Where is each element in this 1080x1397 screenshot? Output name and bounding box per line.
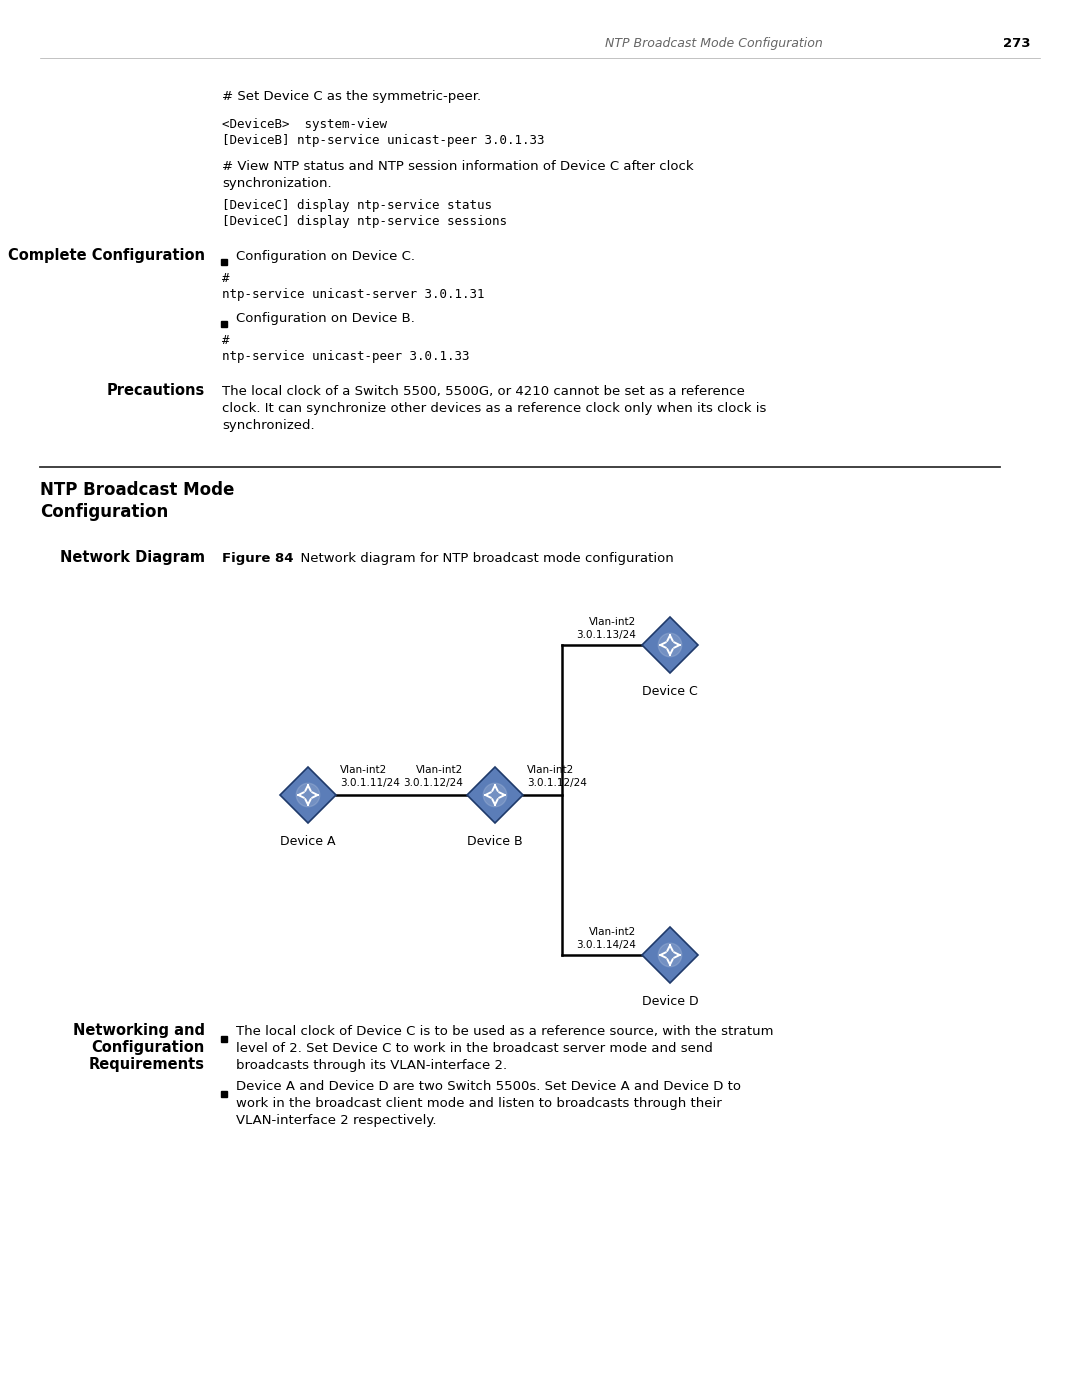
Text: synchronization.: synchronization. (222, 177, 332, 190)
Text: Figure 84: Figure 84 (222, 552, 294, 564)
Polygon shape (280, 767, 336, 823)
Text: # View NTP status and NTP session information of Device C after clock: # View NTP status and NTP session inform… (222, 161, 693, 173)
Circle shape (483, 784, 507, 806)
Text: Configuration on Device C.: Configuration on Device C. (237, 250, 415, 263)
Circle shape (296, 784, 320, 806)
Text: The local clock of a Switch 5500, 5500G, or 4210 cannot be set as a reference: The local clock of a Switch 5500, 5500G,… (222, 386, 745, 398)
Text: ntp-service unicast-peer 3.0.1.33: ntp-service unicast-peer 3.0.1.33 (222, 351, 470, 363)
Text: The local clock of Device C is to be used as a reference source, with the stratu: The local clock of Device C is to be use… (237, 1025, 773, 1038)
Text: NTP Broadcast Mode: NTP Broadcast Mode (40, 481, 234, 499)
Text: #: # (222, 334, 229, 346)
Text: Vlan-int2
3.0.1.13/24: Vlan-int2 3.0.1.13/24 (576, 617, 636, 640)
Text: Device A: Device A (280, 835, 336, 848)
Text: Configuration: Configuration (40, 503, 168, 521)
Text: NTP Broadcast Mode Configuration: NTP Broadcast Mode Configuration (605, 36, 823, 50)
Text: Network Diagram: Network Diagram (60, 550, 205, 564)
Text: # Set Device C as the symmetric-peer.: # Set Device C as the symmetric-peer. (222, 89, 481, 103)
Polygon shape (642, 617, 698, 673)
Text: Vlan-int2
3.0.1.12/24: Vlan-int2 3.0.1.12/24 (403, 766, 463, 788)
Text: Networking and: Networking and (73, 1023, 205, 1038)
Text: ntp-service unicast-server 3.0.1.31: ntp-service unicast-server 3.0.1.31 (222, 288, 485, 300)
Text: work in the broadcast client mode and listen to broadcasts through their: work in the broadcast client mode and li… (237, 1097, 721, 1111)
Text: [DeviceB] ntp-service unicast-peer 3.0.1.33: [DeviceB] ntp-service unicast-peer 3.0.1… (222, 134, 544, 147)
Polygon shape (642, 928, 698, 983)
Text: synchronized.: synchronized. (222, 419, 314, 432)
Text: Device B: Device B (468, 835, 523, 848)
Text: Vlan-int2
3.0.1.12/24: Vlan-int2 3.0.1.12/24 (527, 766, 586, 788)
Text: Device A and Device D are two Switch 5500s. Set Device A and Device D to: Device A and Device D are two Switch 550… (237, 1080, 741, 1092)
Text: Requirements: Requirements (89, 1058, 205, 1071)
Text: #: # (222, 272, 229, 285)
Text: VLAN-interface 2 respectively.: VLAN-interface 2 respectively. (237, 1113, 436, 1127)
Text: <DeviceB>  system-view: <DeviceB> system-view (222, 117, 387, 131)
Circle shape (658, 633, 681, 657)
Text: level of 2. Set Device C to work in the broadcast server mode and send: level of 2. Set Device C to work in the … (237, 1042, 713, 1055)
Polygon shape (467, 767, 523, 823)
Text: Device D: Device D (642, 995, 699, 1009)
Text: Complete Configuration: Complete Configuration (8, 249, 205, 263)
Text: Configuration on Device B.: Configuration on Device B. (237, 312, 415, 326)
Text: 273: 273 (1003, 36, 1030, 50)
Text: [DeviceC] display ntp-service status: [DeviceC] display ntp-service status (222, 198, 492, 212)
Text: [DeviceC] display ntp-service sessions: [DeviceC] display ntp-service sessions (222, 215, 507, 228)
Text: Device C: Device C (643, 685, 698, 698)
Text: Precautions: Precautions (107, 383, 205, 398)
Circle shape (658, 943, 681, 967)
Text: Configuration: Configuration (92, 1039, 205, 1055)
Text: broadcasts through its VLAN-interface 2.: broadcasts through its VLAN-interface 2. (237, 1059, 508, 1071)
Text: Vlan-int2
3.0.1.14/24: Vlan-int2 3.0.1.14/24 (576, 928, 636, 950)
Text: Network diagram for NTP broadcast mode configuration: Network diagram for NTP broadcast mode c… (292, 552, 674, 564)
Text: Vlan-int2
3.0.1.11/24: Vlan-int2 3.0.1.11/24 (340, 766, 400, 788)
Text: clock. It can synchronize other devices as a reference clock only when its clock: clock. It can synchronize other devices … (222, 402, 767, 415)
